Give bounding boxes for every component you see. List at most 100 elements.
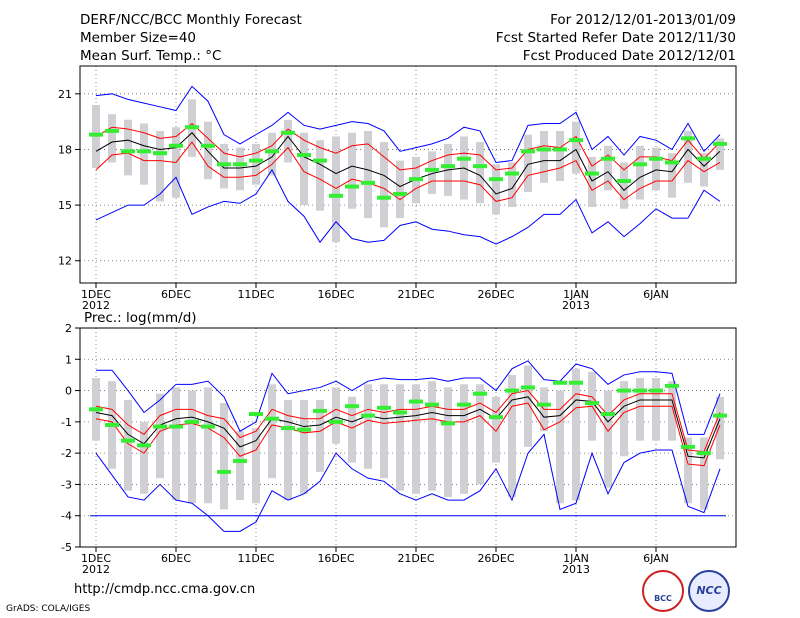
observed-mark (185, 125, 199, 130)
spread-box (636, 378, 644, 441)
temp-year-2013: 2013 (562, 299, 590, 312)
temp-xtick-label: 1JAN (563, 288, 589, 301)
spread-box (508, 374, 516, 497)
observed-mark (441, 421, 455, 426)
spread-box (284, 399, 292, 501)
prec-xtick-label: 6DEC (161, 552, 191, 565)
spread-box (316, 140, 324, 211)
prec-ytick-label: -4 (61, 510, 72, 523)
observed-mark (89, 407, 103, 412)
temp-xtick-label: 16DEC (317, 288, 354, 301)
observed-mark (361, 180, 375, 185)
observed-mark (601, 412, 615, 417)
member-size: Member Size=40 (80, 30, 197, 46)
spread-box (380, 142, 388, 228)
spread-box (316, 399, 324, 472)
spread-box (620, 381, 628, 457)
observed-mark (313, 408, 327, 413)
observed-mark (185, 419, 199, 424)
spread-box (252, 428, 260, 504)
spread-box (572, 368, 580, 501)
observed-mark (409, 177, 423, 182)
observed-mark (169, 424, 183, 429)
observed-mark (265, 149, 279, 154)
observed-mark (329, 419, 343, 424)
spread-box (204, 387, 212, 504)
observed-mark (121, 149, 135, 154)
temp-line-upper (95, 122, 721, 171)
spread-box (588, 156, 596, 207)
observed-mark (649, 388, 663, 393)
observed-mark (665, 383, 679, 388)
spread-box (236, 431, 244, 501)
prec-line-lower (95, 402, 721, 467)
observed-mark (393, 410, 407, 415)
spread-box (492, 396, 500, 463)
temp-panel: 12 15 18 21 1DEC 6DEC 11DEC 16DEC 21DEC 26DEC 1JAN… (58, 65, 737, 312)
variable-label: Mean Surf. Temp.: °C (80, 48, 222, 64)
spread-box (540, 130, 548, 183)
chart-title: DERF/NCC/BCC Monthly Forecast (80, 12, 302, 28)
observed-mark (617, 178, 631, 183)
prec-xtick-label: 16DEC (317, 552, 354, 565)
prec-ytick-label: -2 (61, 447, 72, 460)
observed-mark (585, 401, 599, 406)
observed-mark (201, 143, 215, 148)
observed-mark (457, 156, 471, 161)
prec-year-2013: 2013 (562, 563, 590, 576)
spread-box (716, 138, 724, 170)
observed-mark (345, 184, 359, 189)
observed-mark (505, 171, 519, 176)
observed-mark (153, 424, 167, 429)
observed-mark (105, 128, 119, 133)
observed-mark (393, 191, 407, 196)
observed-mark (601, 156, 615, 161)
spread-box (156, 130, 164, 202)
spread-box (604, 145, 612, 191)
spread-box (140, 421, 148, 494)
spread-box (268, 384, 276, 479)
observed-mark (281, 426, 295, 431)
temp-line-mean (95, 132, 721, 195)
spread-box (700, 153, 708, 187)
prec-xtick-label: 1DEC (81, 552, 111, 565)
observed-mark (169, 143, 183, 148)
observed-mark (121, 438, 135, 443)
prec-xtick-label: 21DEC (397, 552, 434, 565)
produced-date: Fcst Produced Date 2012/12/01 (522, 48, 736, 64)
spread-box (508, 162, 516, 207)
spread-box (652, 147, 660, 191)
temp-ytick-label: 15 (58, 199, 72, 212)
observed-mark (649, 156, 663, 161)
observed-mark (521, 149, 535, 154)
observed-mark (633, 388, 647, 393)
prec-line-min (95, 433, 721, 532)
spread-box (604, 390, 612, 488)
spread-box (396, 384, 404, 491)
spread-box (380, 384, 388, 479)
temp-xtick-label: 6DEC (161, 288, 191, 301)
prec-ytick-label: -3 (61, 478, 72, 491)
observed-mark (377, 405, 391, 410)
spread-box (428, 151, 436, 194)
observed-mark (569, 138, 583, 143)
spread-box (364, 130, 372, 219)
temp-ytick-label: 12 (58, 255, 72, 268)
source-url[interactable]: http://cmdp.ncc.cma.gov.cn (74, 582, 256, 597)
spread-box (620, 162, 628, 209)
spread-box (460, 384, 468, 494)
spread-box (300, 132, 308, 206)
observed-mark (329, 193, 343, 198)
spread-box (172, 387, 180, 501)
observed-mark (457, 402, 471, 407)
prec-xtick-label: 26DEC (477, 552, 514, 565)
prec-ytick-label: -5 (61, 541, 72, 554)
observed-mark (697, 156, 711, 161)
observed-mark (537, 147, 551, 152)
prec-title: Prec.: log(mm/d) (84, 310, 197, 326)
observed-mark (713, 141, 727, 146)
started-date: Fcst Started Refer Date 2012/11/30 (495, 30, 736, 46)
observed-mark (681, 136, 695, 141)
